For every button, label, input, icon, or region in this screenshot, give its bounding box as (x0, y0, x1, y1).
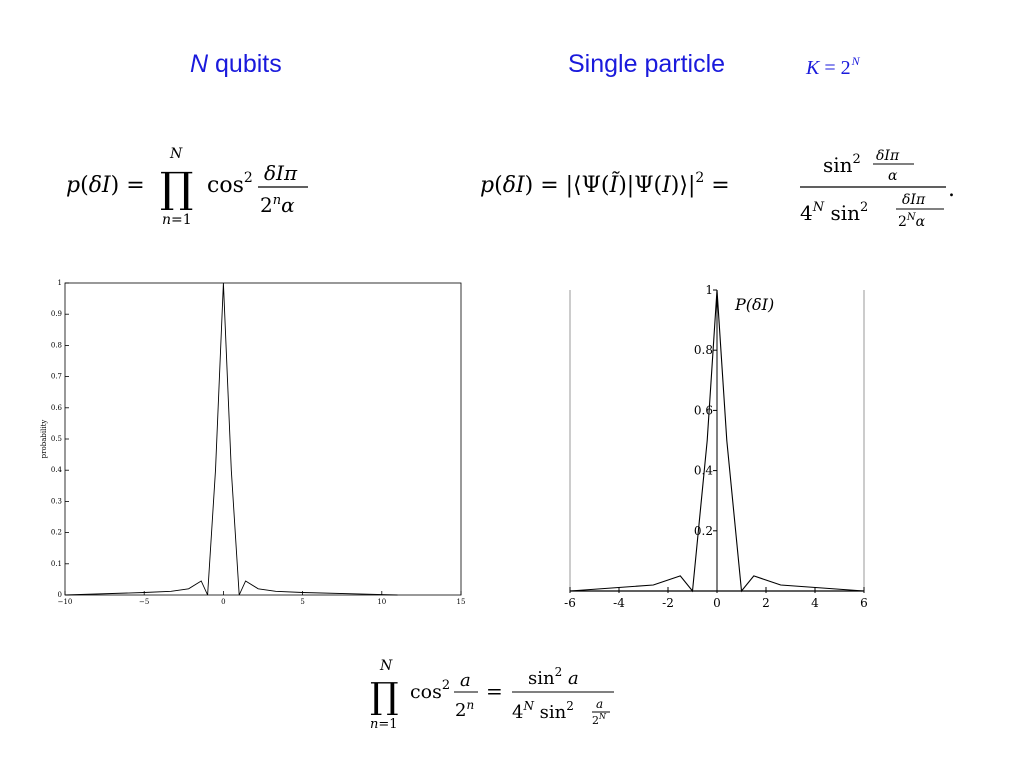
y-tick-label: 0.4 (51, 466, 63, 474)
header-n-qubits: N qubits (190, 50, 282, 79)
svg-text:∏: ∏ (370, 676, 399, 717)
svg-text:∏: ∏ (160, 163, 193, 212)
svg-text:2nα: 2nα (260, 193, 295, 217)
probability-chart-left: 0 0.1 0.2 0.3 0.4 0.5 0.6 0.7 0.8 0.9 1 −10 −5 0 5 10 15… (40, 279, 466, 606)
svg-text:sin2 a: sin2 a (528, 665, 579, 689)
y-tick-label: 0.8 (51, 341, 62, 349)
svg-text:a: a (460, 670, 471, 691)
svg-text:δIπ: δIπ (876, 148, 900, 164)
svg-text:n=1: n=1 (370, 717, 398, 732)
y-tick-label: 0.3 (51, 497, 62, 505)
svg-text:2N: 2N (592, 712, 607, 727)
x-tick-label: −5 (139, 598, 149, 606)
svg-text:cos2: cos2 (207, 170, 253, 198)
header-single-particle: Single particle (568, 50, 726, 78)
bottom-equation: N ∏ n=1 cos2 a 2n = sin2 a 4N sin2 a 2N (370, 658, 614, 732)
y-tick-label: 0.7 (51, 373, 62, 381)
probability-curve (64, 282, 398, 596)
svg-text:α: α (888, 168, 898, 184)
svg-text:=: = (486, 679, 503, 703)
probability-chart-right: -6 -4 -2 0 2 4 6 0.2 0.4 0.6 0.8 1 P(δI) (564, 283, 868, 610)
x-tick-label: 15 (457, 598, 466, 606)
x-tick-label: 10 (377, 598, 386, 606)
x-tick-label: −10 (58, 598, 73, 606)
x-tick-label: 2 (762, 596, 770, 610)
svg-text:4N sin2: 4N sin2 (512, 699, 574, 723)
plot-frame (64, 282, 462, 596)
svg-text:p(δI) =: p(δI) = (66, 173, 145, 198)
y-tick-label: 0.2 (51, 529, 62, 537)
right-equation: p(δI) = |⟨Ψ(Ĩ)|Ψ(I)⟩|2 = sin2 δIπ α 4N s… (480, 148, 955, 230)
y-tick-label: 0.2 (694, 524, 713, 538)
svg-text:sin2: sin2 (823, 152, 861, 177)
y-axis-label: probability (40, 420, 48, 459)
svg-text:.: . (948, 177, 955, 202)
y-tick-label: 0.5 (51, 435, 62, 443)
y-tick-label: 0 (58, 591, 62, 599)
svg-text:δIπ: δIπ (902, 192, 926, 208)
y-tick-label: 0.9 (51, 310, 62, 318)
k-formula: K = 2N (806, 54, 860, 80)
x-tick-label: 5 (300, 598, 304, 606)
y-axis-label: P(δI) (734, 295, 774, 314)
y-tick-label: 1 (705, 283, 713, 297)
y-tick-label: 0.6 (51, 404, 63, 412)
y-tick-label: 0.8 (694, 343, 713, 357)
x-tick-label: 0 (713, 596, 721, 610)
k-lhs: K (806, 57, 820, 79)
svg-text:N: N (169, 146, 183, 162)
svg-text:2Nα: 2Nα (898, 212, 926, 230)
svg-text:p(δI) = |⟨Ψ(Ĩ)|Ψ(I)⟩|2 =: p(δI) = |⟨Ψ(Ĩ)|Ψ(I)⟩|2 = (480, 170, 730, 198)
y-tick-label: 0.6 (694, 403, 713, 417)
left-equation: p(δI) = N ∏ n=1 cos2 δIπ 2nα (66, 146, 308, 228)
svg-text:n=1: n=1 (162, 212, 192, 228)
x-tick-label: 4 (811, 596, 819, 610)
x-tick-label: 0 (221, 598, 225, 606)
y-tick-label: 0.1 (51, 560, 62, 568)
svg-text:4N sin2: 4N sin2 (800, 200, 868, 225)
svg-text:a: a (596, 697, 603, 711)
y-tick-label: 1 (58, 279, 62, 287)
x-tick-label: -4 (613, 596, 625, 610)
header-n-var: N (190, 50, 209, 78)
y-tick-label: 0.4 (694, 464, 713, 478)
svg-text:2n: 2n (455, 698, 474, 721)
x-tick-label: -6 (564, 596, 576, 610)
k-eq: = 2 (819, 57, 851, 79)
svg-text:cos2: cos2 (410, 678, 450, 703)
svg-text:N: N (379, 658, 393, 674)
header-n-qubits-text: qubits (208, 50, 282, 78)
svg-text:δIπ: δIπ (264, 161, 298, 185)
x-tick-label: 6 (860, 596, 868, 610)
x-tick-label: -2 (662, 596, 674, 610)
probability-curve (569, 289, 865, 593)
k-exp: N (851, 54, 860, 68)
